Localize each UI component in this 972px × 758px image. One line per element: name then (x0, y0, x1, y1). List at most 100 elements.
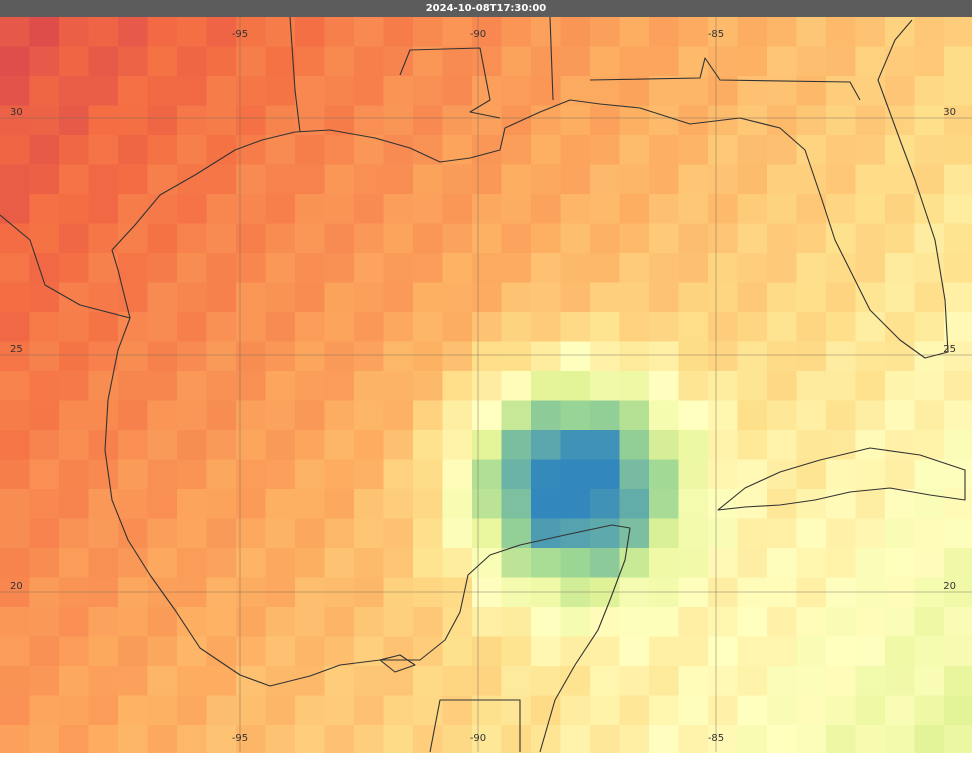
heat-cell (826, 76, 856, 106)
heat-cell (472, 17, 502, 47)
heat-cell (177, 666, 207, 696)
heat-cell (29, 518, 60, 549)
heat-cell (59, 341, 89, 372)
heat-cell (236, 548, 266, 578)
heat-cell (678, 223, 709, 254)
title-bar: 2024-10-08T17:30:00 (0, 0, 972, 17)
heat-cell (796, 223, 827, 254)
heat-cell (0, 548, 30, 578)
heat-cell (796, 636, 827, 667)
heat-cell (855, 518, 886, 549)
heat-cell (855, 666, 886, 696)
heat-cell (855, 164, 886, 195)
heat-cell (147, 76, 178, 106)
heat-cell (678, 518, 709, 549)
heat-cell (737, 17, 768, 47)
heat-cell (678, 105, 709, 136)
heat-cell (767, 282, 797, 313)
heat-cell (29, 695, 60, 726)
heat-cell (147, 253, 178, 283)
heat-cell (737, 430, 768, 460)
heat-cell (737, 282, 768, 313)
heat-cell (236, 400, 266, 431)
heat-cell (708, 400, 738, 431)
heat-cell (88, 164, 119, 195)
heat-cell (413, 164, 443, 195)
heat-cell (531, 636, 561, 667)
heat-cell (413, 341, 443, 372)
heat-cell (324, 46, 355, 77)
heat-cell (383, 46, 414, 77)
heat-cell (767, 548, 797, 578)
heat-cell (649, 725, 679, 753)
heat-cell (678, 725, 709, 753)
heat-cell (177, 312, 207, 342)
lat-label: 30 (943, 107, 956, 118)
heat-cell (265, 194, 296, 224)
heat-cell (118, 400, 148, 431)
heat-cell (383, 105, 414, 136)
heat-cell (472, 194, 502, 224)
heat-cell (796, 548, 827, 578)
heat-cell (59, 17, 89, 47)
heat-cell (177, 548, 207, 578)
lat-label: 25 (943, 344, 956, 355)
heat-cell (649, 607, 679, 637)
heat-cell (501, 76, 532, 106)
heat-cell (295, 666, 325, 696)
heat-cell (118, 46, 148, 77)
heat-cell (855, 430, 886, 460)
heat-cell (383, 282, 414, 313)
heat-cell (649, 76, 679, 106)
heat-cell (29, 341, 60, 372)
heat-cell (590, 548, 620, 578)
lon-label: -90 (470, 733, 486, 744)
heat-cell (59, 135, 89, 165)
heat-cell (914, 135, 945, 165)
heat-cell (472, 666, 502, 696)
heat-cell (649, 135, 679, 165)
heat-cell (324, 577, 355, 608)
heat-cell (59, 105, 89, 136)
heat-cell (413, 17, 443, 47)
heat-cell (206, 666, 237, 696)
heat-cell (826, 459, 856, 490)
heat-cell (590, 489, 620, 519)
heatmap (0, 17, 972, 753)
heat-cell (177, 577, 207, 608)
heat-cell (885, 105, 915, 136)
heat-cell (29, 46, 60, 77)
heat-cell (29, 135, 60, 165)
heat-cell (944, 253, 972, 283)
heat-cell (472, 282, 502, 313)
heat-cell (59, 400, 89, 431)
heat-cell (826, 253, 856, 283)
heat-cell (560, 518, 591, 549)
heat-cell (767, 223, 797, 254)
heat-cell (324, 548, 355, 578)
heat-cell (177, 46, 207, 77)
heat-cell (383, 489, 414, 519)
heat-cell (0, 577, 30, 608)
heat-cell (0, 223, 30, 254)
heat-cell (649, 341, 679, 372)
heat-cell (295, 371, 325, 401)
heat-cell (678, 253, 709, 283)
heat-cell (885, 223, 915, 254)
heat-cell (501, 430, 532, 460)
heat-cell (29, 371, 60, 401)
heat-cell (88, 548, 119, 578)
heat-cell (118, 577, 148, 608)
heat-cell (885, 164, 915, 195)
heat-cell (118, 76, 148, 106)
heat-cell (826, 223, 856, 254)
heat-cell (826, 548, 856, 578)
heat-cell (472, 371, 502, 401)
heat-cell (855, 725, 886, 753)
heat-cell (560, 430, 591, 460)
cuba (717, 447, 966, 511)
heat-cell (590, 282, 620, 313)
heat-cell (442, 223, 473, 254)
heat-cell (649, 695, 679, 726)
heat-cell (796, 666, 827, 696)
